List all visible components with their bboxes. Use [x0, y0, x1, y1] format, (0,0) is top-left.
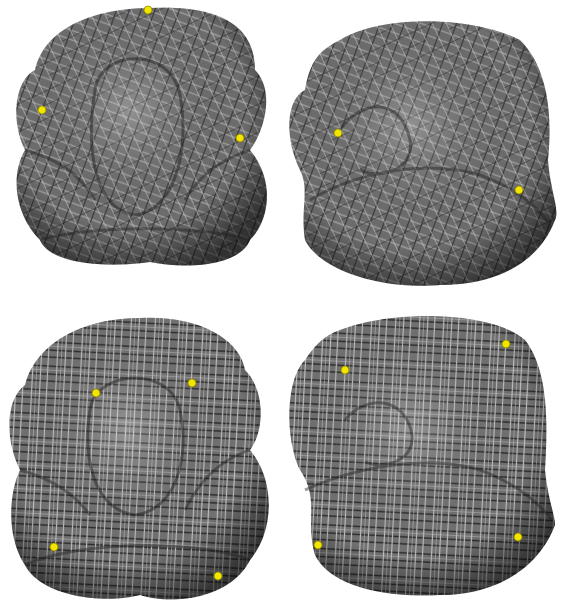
landmark-point: [313, 540, 323, 550]
landmark-point: [91, 388, 101, 398]
landmark-point: [514, 185, 524, 195]
landmark-point: [235, 133, 245, 143]
landmark-point: [333, 128, 343, 138]
landmark-point: [213, 571, 223, 581]
landmark-point: [501, 339, 511, 349]
landmark-points: [37, 5, 524, 581]
surface-top-right: [289, 21, 557, 286]
landmark-point: [37, 105, 47, 115]
landmark-point: [143, 5, 153, 15]
surface-bottom-left: [9, 317, 269, 600]
landmark-point: [49, 542, 59, 552]
surface-top-left: [16, 7, 267, 266]
landmark-point: [513, 532, 523, 542]
landmark-point: [187, 378, 197, 388]
landmark-point: [340, 365, 350, 375]
surface-bottom-right: [289, 316, 555, 596]
